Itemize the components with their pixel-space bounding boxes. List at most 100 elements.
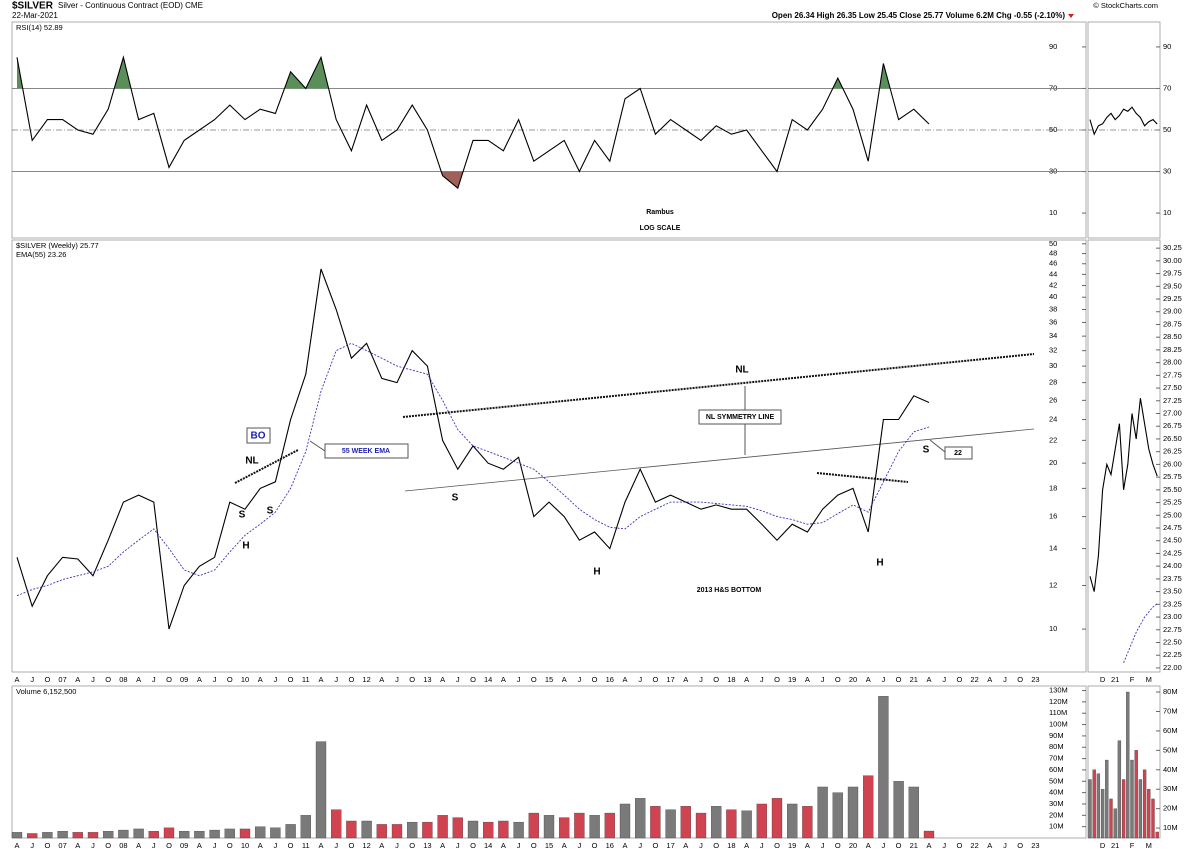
volume-bar (452, 817, 463, 839)
y-tick-label: 18 (1049, 483, 1057, 492)
y-tick-label: 50 (1049, 239, 1057, 248)
volume-bar (711, 806, 722, 839)
annotation: BO (251, 431, 266, 442)
y-tick-label: 70 (1049, 83, 1057, 92)
volume-bar (118, 829, 129, 839)
x-tick-label: 18 (727, 841, 735, 850)
x-tick-label: 20 (849, 675, 857, 684)
x-tick-label: 08 (119, 675, 127, 684)
y-tick-label: 16 (1049, 512, 1057, 521)
volume-bar (528, 812, 539, 839)
x-tick-label: A (136, 841, 141, 850)
x-tick-label: A (258, 675, 263, 684)
x-tick-label: 12 (362, 675, 370, 684)
volume-bar (771, 798, 783, 839)
x-tick-label: J (30, 675, 34, 684)
x-tick-label: J (638, 675, 642, 684)
y-tick-label: 70 (1163, 83, 1171, 92)
symmetry-line (404, 428, 1035, 492)
volume-bar (179, 831, 190, 839)
x-tick-label: 07 (58, 675, 66, 684)
x-tick-label: J (274, 675, 278, 684)
y-tick-label: 30M (1163, 784, 1178, 793)
volume-bar (908, 786, 919, 839)
x-tick-label: 16 (606, 675, 614, 684)
x-tick-label: A (75, 675, 80, 684)
volume-bar (498, 820, 509, 839)
annotation: H (242, 541, 249, 552)
x-tick-label: J (456, 675, 460, 684)
y-tick-label: 28.25 (1163, 345, 1182, 354)
volume-bar (1109, 798, 1113, 839)
volume-bar (391, 824, 403, 839)
x-tick-label: O (44, 675, 50, 684)
x-tick-label: 22 (970, 841, 978, 850)
x-tick-label: A (622, 675, 627, 684)
x-tick-label: 11 (302, 841, 310, 850)
x-tick-label: O (652, 841, 658, 850)
x-tick-label: M (1146, 675, 1152, 684)
y-tick-label: 20M (1049, 810, 1064, 819)
volume-bar (42, 832, 53, 839)
x-tick-label: O (592, 675, 598, 684)
x-tick-label: O (835, 675, 841, 684)
annotation: 55 WEEK EMA (342, 448, 390, 455)
x-tick-label: D (1100, 675, 1106, 684)
y-tick-label: 25.75 (1163, 472, 1182, 481)
y-tick-label: 90 (1049, 42, 1057, 51)
volume-bar (559, 817, 570, 839)
x-tick-label: J (821, 675, 825, 684)
y-tick-label: 50 (1049, 125, 1057, 134)
y-tick-label: 20M (1163, 804, 1178, 813)
volume-bar (437, 815, 448, 839)
volume-bar (209, 829, 220, 839)
volume-bar (331, 809, 342, 839)
x-tick-label: A (379, 675, 384, 684)
date: 22-Mar-2021 (12, 11, 58, 20)
y-tick-label: 120M (1049, 697, 1068, 706)
volume-bar (1100, 789, 1105, 839)
volume-bar (11, 832, 23, 839)
x-tick-label: 21 (1111, 841, 1119, 850)
x-tick-label: O (105, 841, 111, 850)
y-tick-label: 48 (1049, 249, 1057, 258)
y-tick-label: 30 (1049, 361, 1057, 370)
volume-bar (802, 806, 813, 839)
volume-bar (87, 832, 99, 839)
callout-pointer (309, 440, 326, 452)
x-tick-label: 13 (423, 675, 431, 684)
y-tick-label: 23.50 (1163, 587, 1182, 596)
y-tick-label: 100M (1049, 720, 1068, 729)
x-tick-label: J (334, 675, 338, 684)
x-tick-label: 08 (119, 841, 127, 850)
volume-bar (255, 826, 266, 839)
x-tick-label: A (318, 675, 323, 684)
y-tick-label: 27.00 (1163, 408, 1182, 417)
volume-bar (361, 820, 372, 839)
volume-bar (650, 806, 661, 839)
volume-bar (467, 820, 479, 839)
x-tick-label: J (517, 841, 521, 850)
volume-bar (1113, 808, 1117, 839)
x-tick-label: A (14, 841, 19, 850)
price-line (1089, 106, 1158, 136)
volume-bar (863, 775, 874, 839)
y-tick-label: 27.75 (1163, 370, 1182, 379)
volume-bar (163, 827, 175, 839)
x-tick-label: J (882, 841, 886, 850)
x-tick-label: J (578, 675, 582, 684)
volume-bar (619, 803, 631, 839)
x-tick-label: A (805, 675, 810, 684)
x-tick-label: J (882, 675, 886, 684)
annotation: S (267, 506, 274, 517)
x-tick-label: A (987, 675, 992, 684)
x-tick-label: F (1130, 841, 1135, 850)
x-tick-label: O (1017, 841, 1023, 850)
y-tick-label: 30 (1049, 167, 1057, 176)
x-tick-label: O (774, 841, 780, 850)
x-tick-label: 10 (241, 675, 249, 684)
y-tick-label: 26.25 (1163, 447, 1182, 456)
y-tick-label: 24 (1049, 415, 1057, 424)
x-tick-label: J (1003, 675, 1007, 684)
x-tick-label: 22 (970, 675, 978, 684)
